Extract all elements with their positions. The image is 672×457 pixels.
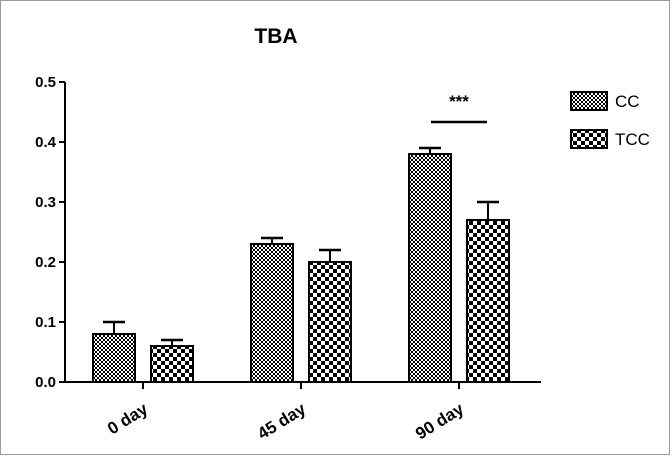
x-category-label: 0 day xyxy=(104,399,151,438)
y-tick-label: 0.3 xyxy=(35,194,56,211)
x-category-label: 90 day xyxy=(412,399,467,443)
significance-annotation: *** xyxy=(431,92,487,124)
legend-swatch-tcc xyxy=(570,129,608,149)
bar-tcc-2 xyxy=(466,219,510,383)
bar-cc-2 xyxy=(408,153,452,383)
chart-title: TBA xyxy=(254,25,297,48)
significance-label: *** xyxy=(449,92,469,111)
y-tick-label: 0.5 xyxy=(35,74,56,91)
category-labels: 0 day 45 day 90 day xyxy=(104,399,467,443)
y-tick-label: 0.2 xyxy=(35,254,56,271)
y-tick-label: 0.4 xyxy=(35,134,57,151)
x-category-label: 45 day xyxy=(254,399,309,443)
legend-swatch-cc xyxy=(570,91,608,111)
legend: CC TCC xyxy=(570,91,650,149)
legend-label-tcc: TCC xyxy=(615,130,650,149)
bars-layer xyxy=(92,146,510,383)
bar-tcc-0 xyxy=(150,345,194,383)
y-tick-label: 0.0 xyxy=(35,374,56,391)
legend-label-cc: CC xyxy=(615,92,640,111)
y-tick-label: 0.1 xyxy=(35,314,56,331)
bar-cc-1 xyxy=(250,243,294,383)
axes: 0.0 0.1 0.2 0.3 0.4 0.5 xyxy=(35,74,541,391)
bar-tcc-1 xyxy=(308,261,352,383)
bar-cc-0 xyxy=(92,333,136,383)
